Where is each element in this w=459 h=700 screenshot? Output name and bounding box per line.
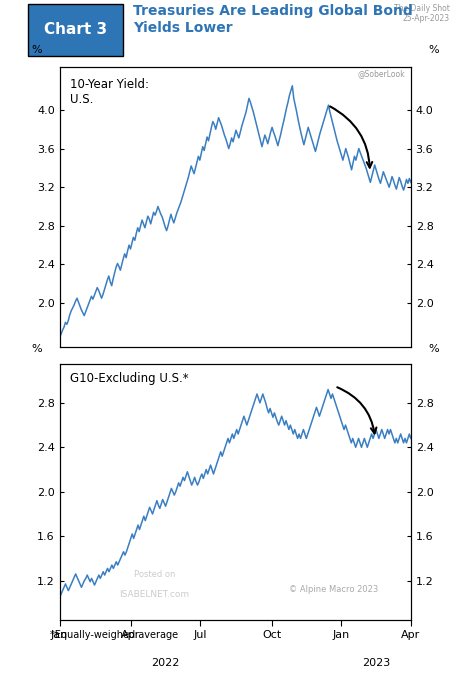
Text: The Daily Shot
25-Apr-2023: The Daily Shot 25-Apr-2023 [394, 4, 450, 23]
Text: %: % [428, 344, 439, 354]
Text: ISABELNET.com: ISABELNET.com [119, 590, 190, 599]
Text: 2022: 2022 [151, 658, 180, 668]
Text: %: % [428, 46, 439, 55]
Text: %: % [32, 344, 42, 354]
Text: © Alpine Macro 2023: © Alpine Macro 2023 [289, 585, 378, 594]
Text: Chart 3: Chart 3 [44, 22, 107, 37]
Text: G10-Excluding U.S.*: G10-Excluding U.S.* [70, 372, 189, 385]
Text: *Equally-weighed average: *Equally-weighed average [50, 630, 179, 640]
FancyBboxPatch shape [28, 4, 123, 55]
Text: Treasuries Are Leading Global Bond
Yields Lower: Treasuries Are Leading Global Bond Yield… [133, 4, 413, 35]
Text: Posted on: Posted on [134, 570, 175, 579]
Text: %: % [32, 46, 42, 55]
Text: 2023: 2023 [362, 658, 390, 668]
Text: @SoberLook: @SoberLook [358, 69, 406, 78]
Text: 10-Year Yield:
U.S.: 10-Year Yield: U.S. [70, 78, 149, 106]
